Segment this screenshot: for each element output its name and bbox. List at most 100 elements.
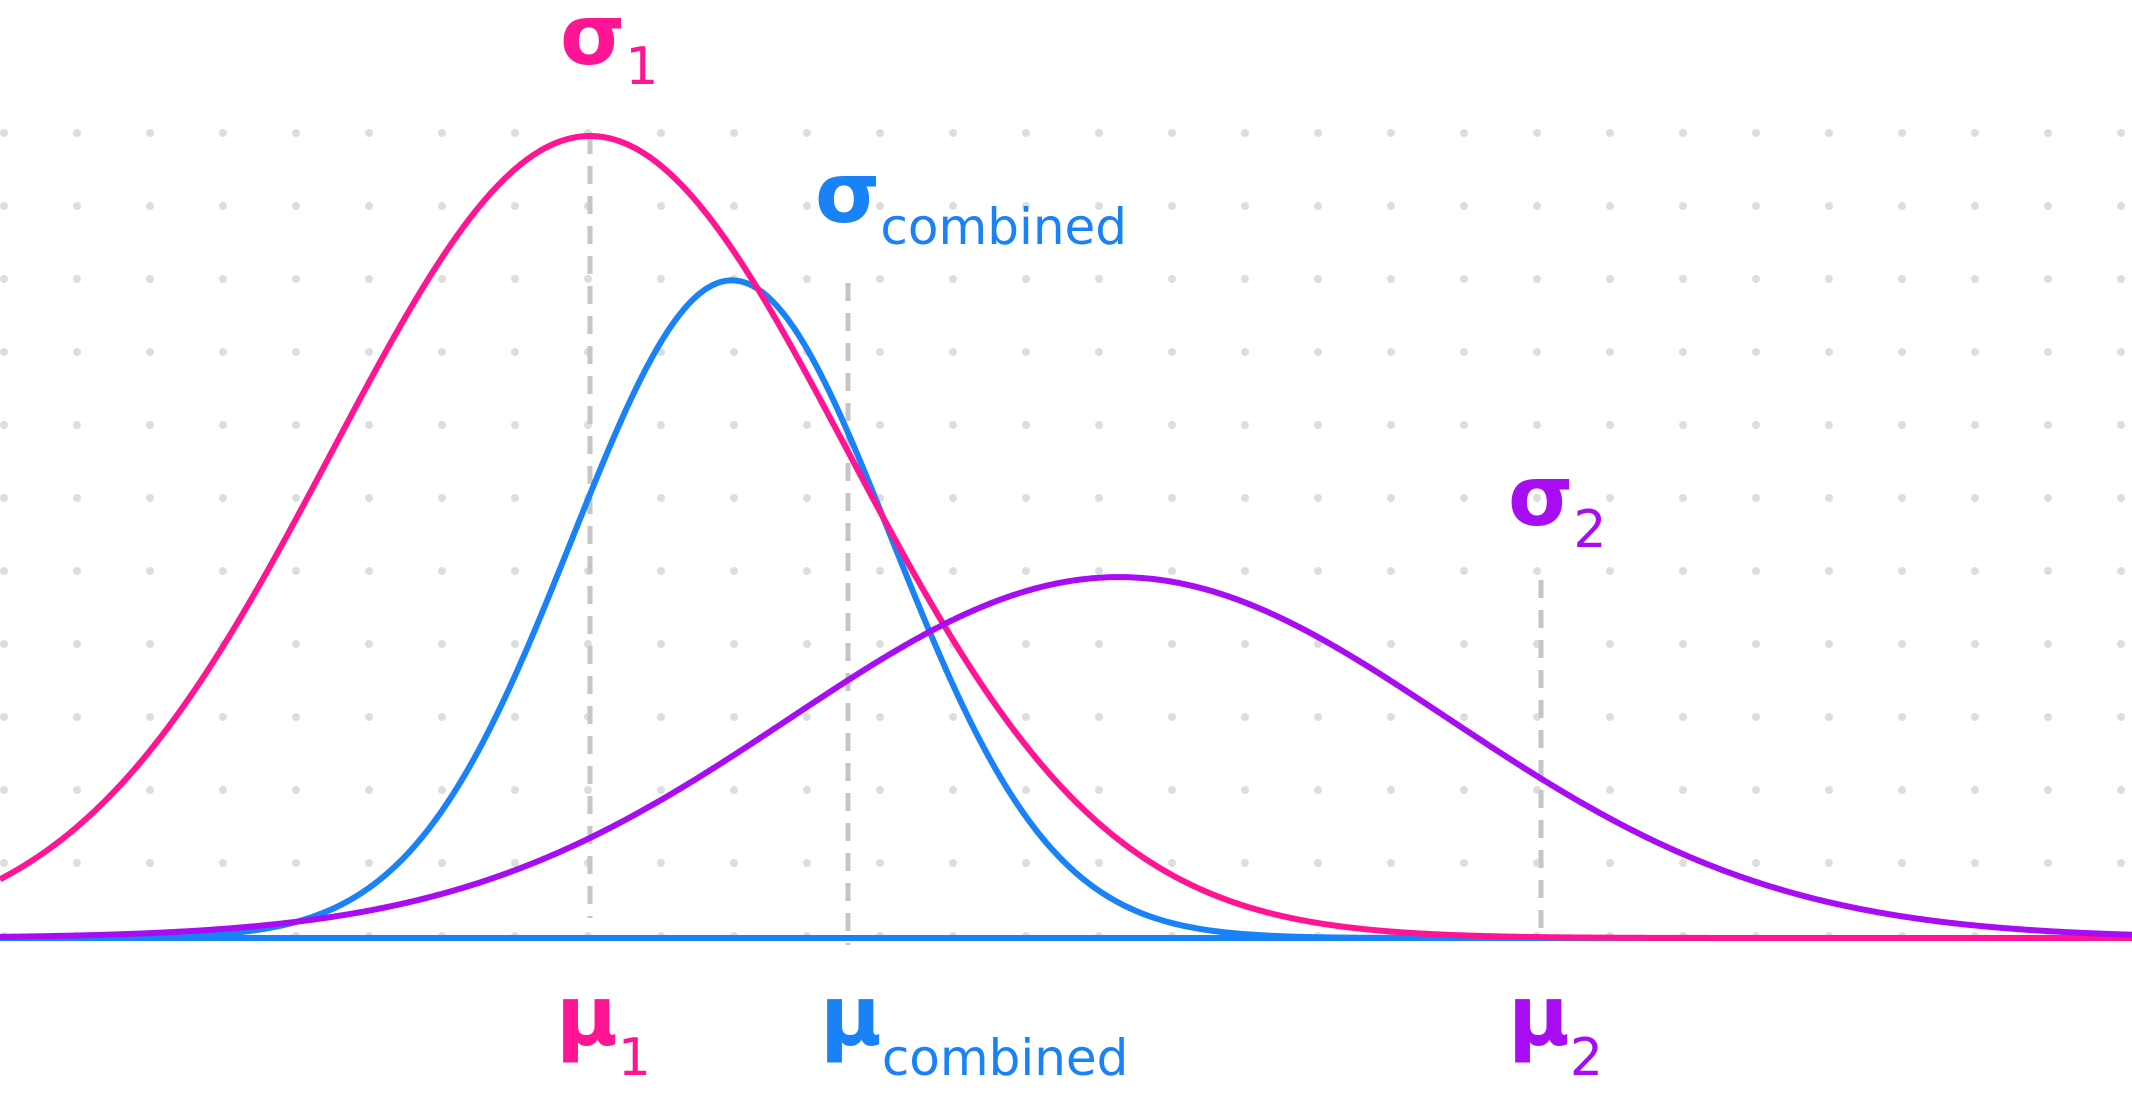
mu-2-label: μ2 <box>1508 967 1603 1088</box>
grid-dot <box>1095 275 1103 283</box>
grid-dot <box>1898 275 1906 283</box>
grid-dot <box>1752 567 1760 575</box>
grid-dot <box>1971 567 1979 575</box>
grid-dot <box>876 640 884 648</box>
grid-dot <box>730 348 738 356</box>
grid-dot <box>1898 786 1906 794</box>
grid-dot <box>2044 202 2052 210</box>
grid-dot <box>1460 275 1468 283</box>
grid-dot <box>1971 129 1979 137</box>
grid-dot <box>1241 786 1249 794</box>
grid-dot <box>803 129 811 137</box>
grid-dot <box>657 275 665 283</box>
grid-dot <box>438 494 446 502</box>
grid-dot <box>1022 713 1030 721</box>
grid-dot <box>73 421 81 429</box>
grid-dot <box>1168 348 1176 356</box>
grid-dot <box>146 786 154 794</box>
grid-dot <box>657 786 665 794</box>
grid-dot <box>1606 859 1614 867</box>
grid-dot <box>949 202 957 210</box>
grid-dot <box>292 129 300 137</box>
grid-dot <box>1387 202 1395 210</box>
grid-dot <box>876 859 884 867</box>
grid-dot <box>1752 348 1760 356</box>
grid-dot <box>1095 421 1103 429</box>
grid-dot <box>511 348 519 356</box>
grid-dot <box>292 202 300 210</box>
grid-dot <box>1387 494 1395 502</box>
grid-dot <box>1825 202 1833 210</box>
grid-dot <box>803 567 811 575</box>
distribution-1-curve <box>0 132 2132 941</box>
grid-dot <box>1314 348 1322 356</box>
grid-dot <box>730 786 738 794</box>
grid-dot <box>1825 786 1833 794</box>
grid-dot <box>1752 713 1760 721</box>
grid-dot <box>1241 859 1249 867</box>
grid-dot <box>657 567 665 575</box>
grid-dot <box>949 348 957 356</box>
grid-dot <box>73 348 81 356</box>
grid-dot <box>949 567 957 575</box>
mu-combined-label: μcombined <box>820 967 1128 1087</box>
grid-dot <box>1825 640 1833 648</box>
grid-dot <box>876 421 884 429</box>
grid-dot <box>730 494 738 502</box>
grid-dot <box>292 567 300 575</box>
grid-dot <box>73 275 81 283</box>
grid-dot <box>1095 859 1103 867</box>
grid-dot <box>1241 713 1249 721</box>
grid-dot <box>1314 567 1322 575</box>
grid-dot <box>1606 494 1614 502</box>
grid-dot <box>0 275 8 283</box>
grid-dot <box>2044 348 2052 356</box>
grid-dot <box>1752 494 1760 502</box>
grid-dot <box>1679 859 1687 867</box>
grid-dot <box>1679 275 1687 283</box>
grid-dot <box>1533 275 1541 283</box>
grid-dot <box>2117 713 2125 721</box>
grid-dot <box>146 275 154 283</box>
grid-dot <box>219 421 227 429</box>
grid-dot <box>1898 494 1906 502</box>
grid-dot <box>1898 129 1906 137</box>
grid-dot <box>219 129 227 137</box>
grid-dot <box>1898 348 1906 356</box>
grid-dot <box>1971 348 1979 356</box>
grid-dot <box>1314 202 1322 210</box>
grid-dot <box>0 421 8 429</box>
grid-dot <box>438 640 446 648</box>
grid-dot <box>2117 640 2125 648</box>
grid-dot <box>949 786 957 794</box>
grid-dot <box>730 640 738 648</box>
grid-dot <box>1460 567 1468 575</box>
grid-dot <box>0 640 8 648</box>
grid-dot <box>730 202 738 210</box>
grid-dot <box>876 275 884 283</box>
grid-dot <box>1825 567 1833 575</box>
grid-dot <box>1533 348 1541 356</box>
grid-dot <box>438 275 446 283</box>
grid-dot <box>73 786 81 794</box>
grid-dot <box>146 348 154 356</box>
grid-dot <box>949 859 957 867</box>
grid-dot <box>876 567 884 575</box>
grid-dot <box>1460 202 1468 210</box>
grid-dot <box>803 713 811 721</box>
combined-distribution-curve <box>0 277 2132 941</box>
grid-dot <box>2044 713 2052 721</box>
grid-dot <box>1095 640 1103 648</box>
grid-dot <box>365 202 373 210</box>
grid-dot <box>949 494 957 502</box>
grid-dot <box>1095 494 1103 502</box>
grid-dot <box>1971 202 1979 210</box>
sigma-1-label: σ1 <box>560 0 659 97</box>
grid-dot <box>803 202 811 210</box>
grid-dot <box>438 129 446 137</box>
grid-dot <box>146 713 154 721</box>
grid-dot <box>73 713 81 721</box>
grid-dot <box>292 859 300 867</box>
grid-dot <box>1022 129 1030 137</box>
grid-dot <box>1825 859 1833 867</box>
